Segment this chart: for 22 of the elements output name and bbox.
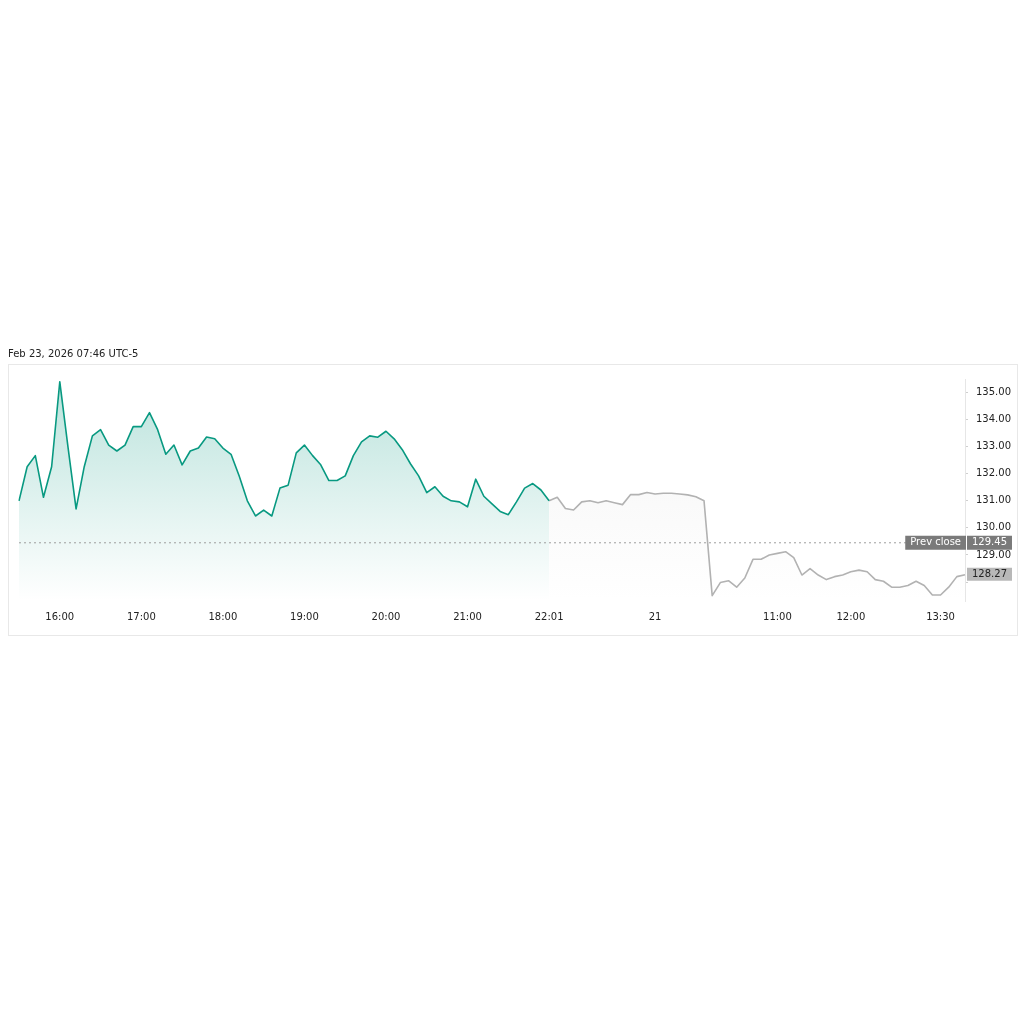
text: Feb 23, 2026 07:46 UTC-5 [8,348,139,359]
x-tick-label: 22:01 [534,610,564,622]
y-tick-label: 132.00 [976,467,1011,479]
x-tick-label: 17:00 [126,610,156,622]
text: 129.45 [972,536,1007,548]
data-label: 128.27 [972,568,1007,580]
y-tick-label: 131.00 [976,494,1011,506]
y-tick-label: 135.00 [976,386,1011,398]
x-tick-label: 11:00 [763,610,792,622]
x-tick-label: 12:00 [836,610,866,622]
x-tick-label: 19:00 [290,610,319,622]
x-tick-label: 18:00 [208,610,238,622]
x-tick-label: 21 [648,610,662,622]
y-tick-label: 129.00 [976,548,1011,560]
y-tick-label: 134.00 [976,413,1011,425]
x-tick-label: 13:30 [926,610,955,622]
x-tick-label: 20:00 [371,610,401,622]
x-tick-label: 21:00 [453,610,482,622]
x-tick-label: 16:00 [45,610,75,622]
y-tick-label: 133.00 [976,440,1011,452]
y-tick-label: 130.00 [976,521,1011,533]
ref-line-label: Prev close [910,536,962,548]
